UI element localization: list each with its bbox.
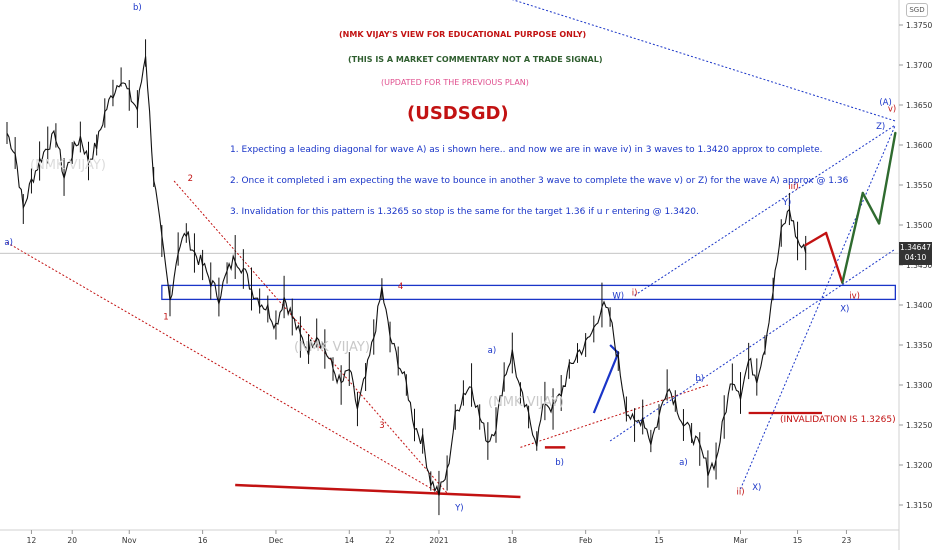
support-zone[interactable] xyxy=(161,284,897,301)
projection-segment xyxy=(824,231,844,284)
note-2: 2. Once it completed i am expecting the … xyxy=(230,176,849,186)
flag-pattern xyxy=(592,344,620,414)
wave-label: W) xyxy=(612,292,624,302)
disclaimer-line-1: (NMK VIJAY'S VIEW FOR EDUCATIONAL PURPOS… xyxy=(339,30,587,39)
y-tick-label: 1.35000 xyxy=(906,221,932,230)
x-tick-label: Dec xyxy=(269,536,284,545)
wave-label: a) xyxy=(488,346,497,356)
wave-label: a) xyxy=(679,458,688,468)
base-support-line xyxy=(235,483,521,499)
y-tick-label: 1.31500 xyxy=(906,501,932,510)
y-tick-label: 1.32000 xyxy=(906,461,932,470)
y-tick-label: 1.37500 xyxy=(906,21,932,30)
disclaimer-line-2: (THIS IS A MARKET COMMENTARY NOT A TRADE… xyxy=(348,55,603,64)
x-tick-label: 15 xyxy=(793,536,803,545)
bar-countdown: 04:10 xyxy=(904,253,927,262)
wave-label: b) xyxy=(695,374,704,384)
wave-label: b) xyxy=(133,3,142,13)
wave-label: (A) xyxy=(879,98,891,108)
wave-label: v) xyxy=(888,104,896,114)
x-tick-label: 18 xyxy=(508,536,518,545)
x-tick-label: Mar xyxy=(733,536,748,545)
x-tick-label: Nov xyxy=(122,536,137,545)
y-tick-label: 1.33500 xyxy=(906,341,932,350)
x-tick-label: 22 xyxy=(385,536,395,545)
long-resistance-line xyxy=(511,0,896,122)
current-price-value: 1.34647 xyxy=(899,243,931,252)
symbol-title: (USDSGD) xyxy=(407,103,509,124)
y-tick-label: 1.36500 xyxy=(906,101,932,110)
wave-label: 4 xyxy=(398,282,403,292)
watermark-3: (NMK VIJAY) xyxy=(30,158,106,173)
wave-label: ii) xyxy=(736,488,744,498)
wave-label: iii) xyxy=(788,182,798,192)
projection-segment xyxy=(841,191,864,284)
wave-label: b) xyxy=(555,458,564,468)
y-tick-label: 1.34500 xyxy=(906,261,932,270)
wave-label: Y) xyxy=(782,198,792,208)
wave-label: 1 xyxy=(163,312,168,322)
wave-label: iv) xyxy=(849,292,860,302)
channel-line-lower xyxy=(6,242,440,494)
watermark-2: (NMK VIJAY) xyxy=(488,395,564,410)
x-tick-label: 2021 xyxy=(429,536,448,545)
invalidation-label: (INVALIDATION IS 1.3265) xyxy=(780,415,896,425)
x-tick-label: 14 xyxy=(345,536,355,545)
projection-segment xyxy=(877,131,897,225)
diagonal-lower-line xyxy=(609,248,896,442)
currency-badge[interactable]: SGD xyxy=(906,3,928,17)
y-tick-label: 1.35500 xyxy=(906,181,932,190)
note-1: 1. Expecting a leading diagonal for wave… xyxy=(230,145,823,155)
y-tick-label: 1.36000 xyxy=(906,141,932,150)
y-tick-label: 1.34000 xyxy=(906,301,932,310)
price-tag: 1.34647 04:10 xyxy=(899,242,932,265)
y-tick-label: 1.37000 xyxy=(906,61,932,70)
x-tick-label: Feb xyxy=(579,536,593,545)
wave-label: X) xyxy=(752,483,761,493)
wave-label: 2 xyxy=(188,174,193,184)
wave-label: Z) xyxy=(876,122,885,132)
wave-label: 3 xyxy=(379,421,384,431)
disclaimer-line-3: (UPDATED FOR THE PREVIOUS PLAN) xyxy=(381,78,529,87)
x-tick-label: 16 xyxy=(198,536,208,545)
y-tick-label: 1.32500 xyxy=(906,421,932,430)
y-tick-label: 1.33000 xyxy=(906,381,932,390)
x-tick-label: 15 xyxy=(654,536,664,545)
wave-label: Y) xyxy=(454,504,464,514)
projection-segment xyxy=(804,231,828,247)
projection-segment xyxy=(861,191,881,225)
x-tick-label: 23 xyxy=(842,536,852,545)
x-tick-label: 20 xyxy=(67,536,77,545)
wave-label: a) xyxy=(4,238,13,248)
wave-label: X) xyxy=(840,304,849,314)
x-tick-label: 12 xyxy=(27,536,37,545)
note-3: 3. Invalidation for this pattern is 1.32… xyxy=(230,207,699,217)
b-wave-line xyxy=(520,384,709,448)
watermark-1: (NMK VIJAY) xyxy=(294,340,370,355)
diagonal-steep-line xyxy=(740,124,896,490)
channel-line-upper xyxy=(173,180,448,494)
wave-label: i) xyxy=(632,288,638,298)
